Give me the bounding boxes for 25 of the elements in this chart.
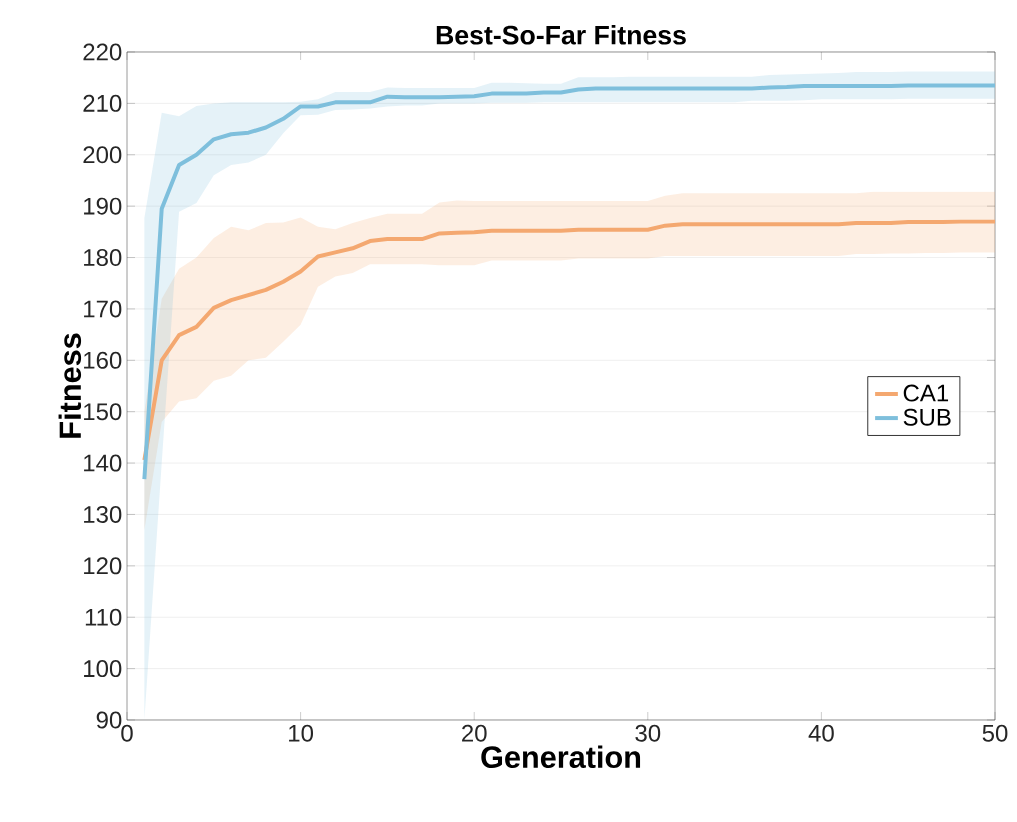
x-axis-title: Generation xyxy=(481,745,641,769)
y-tick-label: 200 xyxy=(83,146,122,164)
y-tick-label: 170 xyxy=(84,300,122,318)
y-tick-label: 120 xyxy=(84,557,122,575)
x-tick-label: 20 xyxy=(462,724,487,742)
y-tick-label: 140 xyxy=(84,454,122,472)
y-tick-label: 210 xyxy=(83,94,122,112)
x-tick-label: 40 xyxy=(808,724,834,742)
chart-title: Best-So-Far Fitness xyxy=(436,25,686,45)
y-tick-label: 130 xyxy=(84,505,122,523)
y-tick-label: 180 xyxy=(84,249,122,267)
x-tick-label: 0 xyxy=(121,724,133,742)
x-tick-label: 50 xyxy=(982,724,1008,742)
y-tick-label: 90 xyxy=(96,711,122,729)
y-tick-label: 160 xyxy=(84,351,122,369)
x-tick-label: 30 xyxy=(635,724,661,742)
y-tick-label: 100 xyxy=(84,660,122,678)
y-tick-label: 220 xyxy=(83,43,122,61)
y-tick-label: 190 xyxy=(84,197,122,215)
y-tick-label: 150 xyxy=(84,403,122,421)
x-tick-label: 10 xyxy=(289,724,314,742)
y-tick-label: 110 xyxy=(85,608,122,626)
y-axis-title: Fitness xyxy=(58,333,82,438)
legend-label: CA1 xyxy=(903,384,949,402)
legend-label: SUB xyxy=(903,408,951,426)
